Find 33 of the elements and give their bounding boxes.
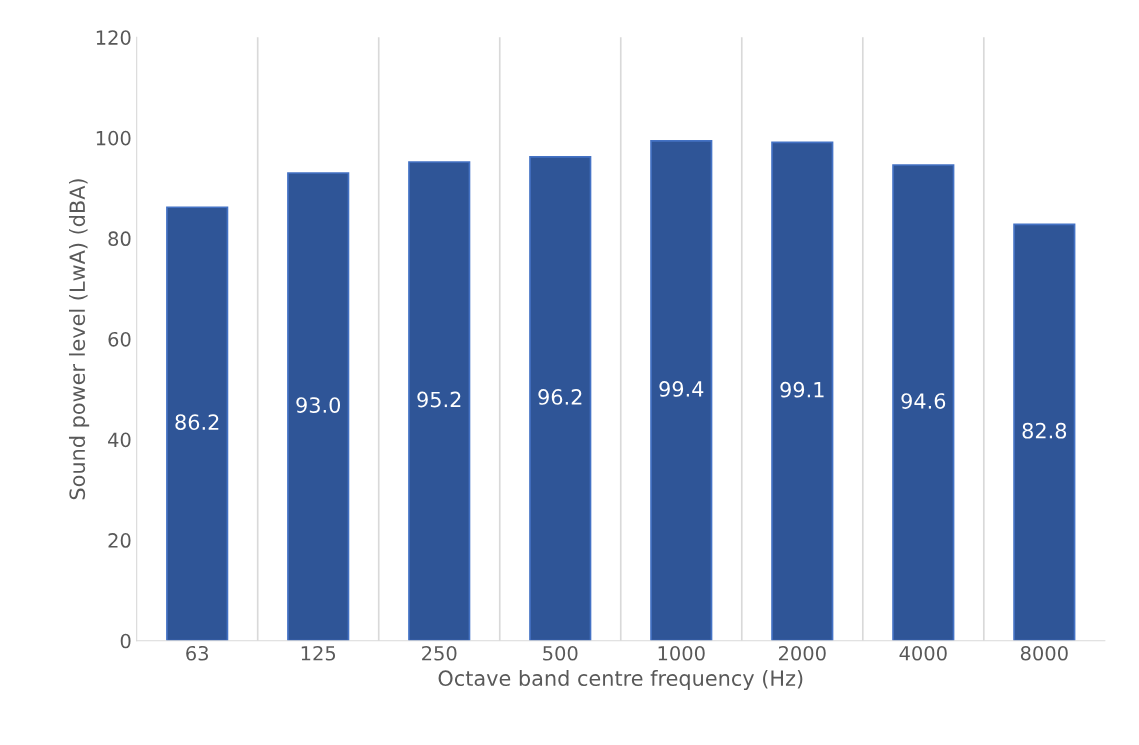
y-tick-label: 40 — [108, 432, 131, 448]
x-tick-label: 63 — [186, 645, 208, 661]
data-label: 94.6 — [901, 393, 946, 409]
y-tick-label: 80 — [108, 231, 131, 247]
x-tick-label: 1000 — [658, 645, 705, 661]
data-label: 95.2 — [417, 391, 461, 408]
x-tick-label: 125 — [301, 645, 336, 661]
y-tick-label: 0 — [120, 633, 131, 649]
bar — [771, 141, 834, 641]
data-label: 93.0 — [296, 397, 341, 413]
bar — [650, 140, 713, 641]
bar — [1013, 223, 1076, 641]
bar — [166, 206, 229, 641]
x-tick-label: 250 — [422, 645, 457, 661]
x-tick-label: 8000 — [1020, 645, 1068, 661]
x-tick-label: 2000 — [778, 645, 826, 661]
data-label: 96.2 — [538, 389, 582, 405]
data-label: 82.8 — [1022, 422, 1067, 439]
y-tick-label: 120 — [96, 30, 131, 45]
data-label: 99.1 — [780, 381, 824, 398]
bar — [408, 161, 471, 641]
y-tick-label: 20 — [108, 533, 131, 548]
data-label: 86.2 — [175, 414, 219, 431]
x-tick-label: 4000 — [899, 645, 947, 661]
y-tick-label: 60 — [108, 331, 131, 347]
bar — [529, 156, 592, 641]
y-tick-label: 100 — [96, 130, 131, 146]
x-tick-label: 500 — [543, 645, 578, 661]
bar — [892, 164, 955, 641]
bar — [287, 172, 350, 641]
x-axis-title: Octave band centre frequency (Hz) — [438, 669, 803, 691]
y-axis-title: Sound power level (LwA) (dBA) — [68, 179, 90, 500]
data-label: 99.4 — [659, 381, 704, 397]
